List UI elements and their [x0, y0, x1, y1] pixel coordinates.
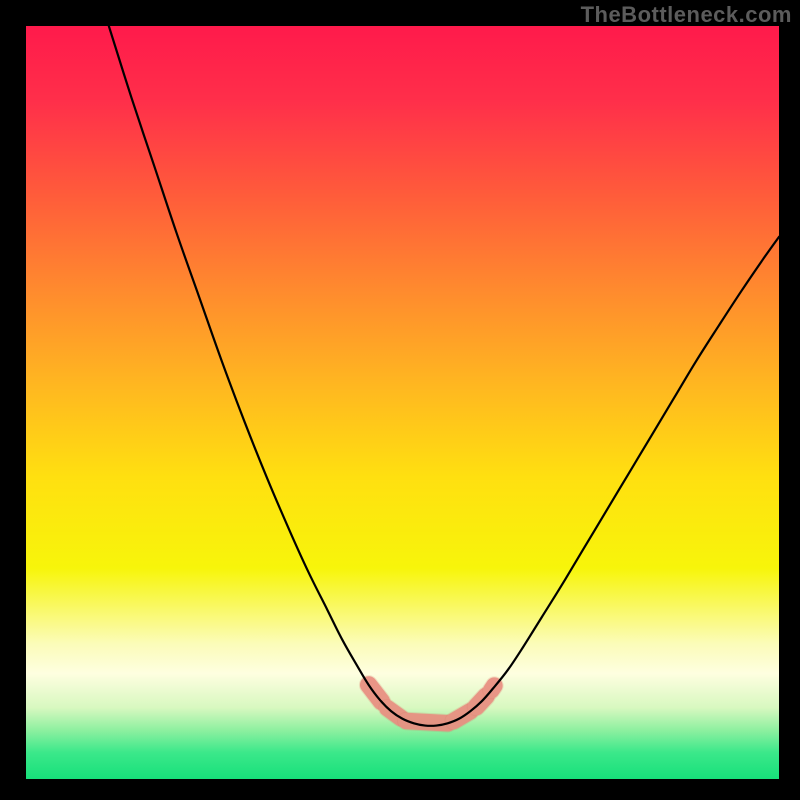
plot-area [26, 26, 779, 779]
chart-svg [26, 26, 779, 779]
chart-frame: TheBottleneck.com [0, 0, 800, 800]
gradient-background [26, 26, 779, 779]
watermark-text: TheBottleneck.com [581, 2, 792, 28]
